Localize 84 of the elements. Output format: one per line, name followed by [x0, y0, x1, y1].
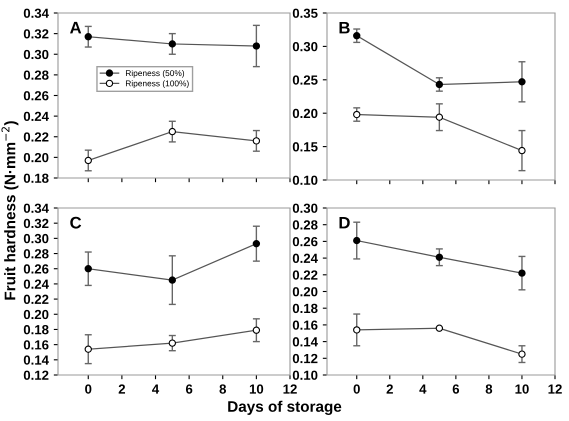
point — [84, 346, 92, 353]
y-tick-label: 0.30 — [24, 234, 48, 244]
x-tick-label: 0 — [354, 384, 360, 394]
x-tick-label: 8 — [220, 384, 226, 394]
y-tick-label: 0.18 — [24, 174, 49, 183]
y-tick-label: 0.20 — [24, 152, 48, 162]
y-tick-label: 0.32 — [24, 29, 48, 39]
y-tick-label: 0.14 — [292, 337, 318, 347]
x-tick-label: 10 — [250, 384, 264, 394]
point — [518, 269, 526, 277]
y-tick-label: 0.22 — [24, 294, 48, 304]
y-tick-label: 0.22 — [292, 270, 318, 280]
annotation: C — [70, 216, 82, 229]
y-tick-label: 0.16 — [292, 320, 318, 330]
y-tick-label: 0.20 — [24, 310, 48, 320]
point — [353, 32, 360, 40]
y-tick-label: 0.32 — [24, 218, 48, 228]
x-tick-label: 12 — [548, 384, 562, 394]
x-tick-label: 0 — [85, 384, 92, 394]
point — [353, 236, 360, 244]
point — [518, 350, 526, 358]
y-tick-label: 0.25 — [292, 75, 318, 85]
point — [84, 265, 92, 272]
x-axis-title: Days of storage — [228, 400, 342, 415]
point — [252, 326, 260, 334]
point — [436, 114, 444, 121]
y-tick-label: 0.12 — [292, 354, 318, 364]
y-tick-label: 0.28 — [292, 220, 318, 230]
y-tick-label: 0.35 — [292, 8, 318, 18]
x-tick-label: 6 — [186, 384, 192, 394]
x-tick-label: 2 — [386, 384, 393, 394]
y-tick-label: 0.28 — [24, 249, 49, 258]
y-tick-label: 0.14 — [24, 355, 49, 365]
point — [84, 33, 92, 40]
y-tick-label: 0.12 — [24, 370, 48, 380]
point — [84, 156, 92, 164]
y-tick-label: 0.26 — [24, 91, 48, 100]
x-tick-label: 4 — [152, 384, 160, 394]
y-tick-label: 0.30 — [292, 204, 318, 213]
y-tick-label: 0.34 — [24, 204, 49, 213]
y-tick-label: 0.26 — [24, 264, 48, 274]
x-tick-label: 12 — [283, 384, 297, 394]
point — [168, 339, 176, 347]
y-tick-label: 0.10 — [292, 370, 318, 380]
x-tick-label: 6 — [452, 384, 460, 394]
point — [252, 137, 260, 145]
point — [168, 40, 176, 48]
y-tick-label: 0.30 — [24, 50, 48, 60]
y-tick-label: 0.16 — [24, 340, 48, 350]
annotation: A — [70, 22, 82, 34]
y-tick-label: 0.24 — [292, 254, 318, 264]
y-tick-label: 0.20 — [292, 287, 318, 296]
x-tick-label: 2 — [118, 384, 126, 394]
point — [436, 80, 444, 88]
point — [168, 276, 176, 284]
y-tick-label: 0.28 — [24, 70, 49, 80]
point — [252, 42, 260, 50]
y-tick-label: 0.24 — [24, 279, 49, 289]
y-tick-label: 0.22 — [24, 132, 48, 142]
point — [436, 254, 444, 261]
legend-label: Ripeness (50%) — [126, 70, 184, 78]
point — [518, 78, 526, 86]
point — [353, 326, 360, 334]
annotation: D — [340, 216, 350, 228]
x-tick-label: 4 — [419, 384, 426, 394]
point — [436, 324, 444, 332]
y-tick-label: 0.15 — [292, 142, 318, 152]
y-tick-label: 0.18 — [24, 325, 49, 334]
y-axis-title: Fruit hardness (N·mm$^{−2}$) — [1, 121, 18, 300]
annotation: B — [340, 22, 350, 34]
y-tick-label: 0.34 — [24, 8, 49, 18]
point — [252, 240, 260, 248]
x-tick-label: 8 — [486, 384, 492, 394]
y-tick-label: 0.24 — [24, 112, 49, 122]
y-tick-label: 0.26 — [292, 236, 318, 246]
y-tick-label: 0.18 — [292, 304, 318, 314]
point — [168, 128, 176, 136]
point — [518, 146, 526, 154]
y-tick-label: 0.10 — [292, 176, 318, 185]
point — [353, 110, 360, 118]
y-tick-label: 0.20 — [292, 108, 318, 118]
legend-label: Ripeness (100%) — [126, 80, 189, 88]
x-tick-label: 10 — [515, 384, 529, 394]
y-tick-label: 0.30 — [292, 42, 318, 52]
